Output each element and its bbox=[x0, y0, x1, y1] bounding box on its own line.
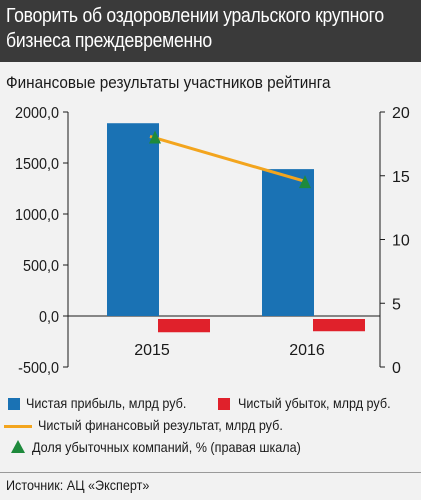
bar-profit-2016 bbox=[262, 169, 314, 316]
legend-row-1: Чистая прибыль, млрд руб. Чистый убыток,… bbox=[0, 394, 421, 414]
legend-swatch-net bbox=[4, 425, 32, 428]
y-right-tick-label: 0 bbox=[392, 360, 401, 377]
share-marker-2016 bbox=[299, 175, 311, 189]
y-left-tick-label: 500,0 bbox=[23, 257, 59, 275]
y-left-tick-label: -500,0 bbox=[18, 359, 59, 377]
legend-row-2: Чистый финансовый результат, млрд руб. bbox=[0, 416, 421, 436]
x-category-label: 2016 bbox=[289, 342, 325, 359]
y-left-tick-label: 1000,0 bbox=[15, 206, 59, 224]
x-category-label: 2015 bbox=[134, 342, 170, 359]
legend-swatch-share-triangle-icon bbox=[11, 440, 25, 453]
chart-title: Финансовые результаты участников рейтинг… bbox=[6, 73, 331, 92]
header-title-line1: Говорить об оздоровлении уральского круп… bbox=[6, 5, 384, 27]
y-left-tick-label: 1500,0 bbox=[15, 155, 59, 173]
legend-row-3: Доля убыточных компаний, % (правая шкала… bbox=[0, 438, 421, 458]
y-left-tick-label: 0,0 bbox=[39, 308, 59, 326]
header-title-line2: бизнеса преждевременно bbox=[6, 30, 212, 52]
legend-swatch-loss bbox=[218, 398, 230, 410]
y-right-tick-label: 15 bbox=[392, 169, 410, 186]
bar-profit-2015 bbox=[107, 123, 159, 316]
net-result-line bbox=[149, 135, 306, 183]
source-note: Источник: АЦ «Эксперт» bbox=[6, 477, 150, 493]
bar-loss-2016 bbox=[313, 319, 365, 332]
legend-swatch-profit bbox=[8, 398, 20, 410]
y-right-tick-label: 10 bbox=[392, 233, 410, 250]
chart: 2000,01500,01000,0500,00,0-500,020151050… bbox=[15, 104, 410, 377]
bar-loss-2015 bbox=[158, 319, 210, 333]
chart-markers bbox=[149, 130, 311, 189]
header-banner: Говорить об оздоровлении уральского круп… bbox=[0, 0, 421, 62]
chart-line bbox=[149, 135, 306, 183]
legend-label-net: Чистый финансовый результат, млрд руб. bbox=[38, 417, 283, 433]
chart-tick-labels: 2000,01500,01000,0500,00,0-500,020151050… bbox=[15, 104, 410, 377]
legend: Чистая прибыль, млрд руб. Чистый убыток,… bbox=[0, 388, 421, 468]
share-marker-2015 bbox=[149, 130, 161, 144]
legend-label-share: Доля убыточных компаний, % (правая шкала… bbox=[32, 439, 301, 455]
y-right-tick-label: 20 bbox=[392, 105, 410, 122]
y-left-tick-label: 2000,0 bbox=[15, 104, 59, 122]
footer-divider bbox=[0, 472, 421, 473]
chart-bars bbox=[107, 123, 365, 333]
legend-label-profit: Чистая прибыль, млрд руб. bbox=[26, 395, 187, 411]
legend-label-loss: Чистый убыток, млрд руб. bbox=[238, 395, 391, 411]
header-title: Говорить об оздоровлении уральского круп… bbox=[6, 4, 384, 54]
y-right-tick-label: 5 bbox=[392, 296, 401, 313]
